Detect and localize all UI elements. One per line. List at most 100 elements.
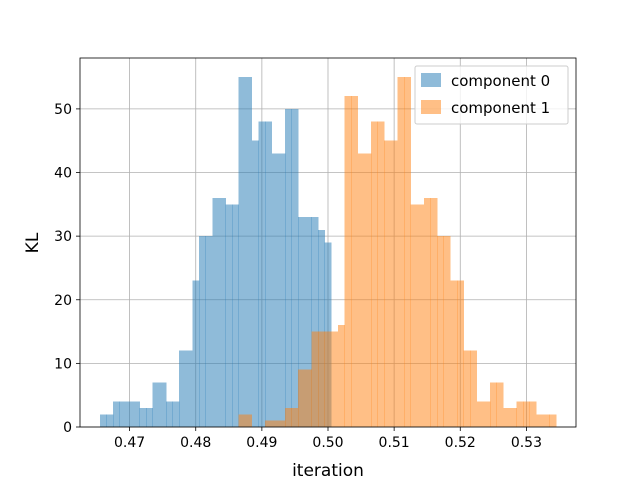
bar-component-1 <box>549 414 557 427</box>
bar-component-1 <box>397 77 405 427</box>
bar-component-1 <box>238 414 246 427</box>
bar-component-1 <box>476 401 484 427</box>
bar-component-1 <box>529 401 537 427</box>
bar-component-1 <box>364 153 372 427</box>
bar-component-1 <box>245 414 253 427</box>
legend-swatch-component-0 <box>421 73 441 87</box>
bar-component-0 <box>132 401 140 427</box>
bar-component-1 <box>483 401 491 427</box>
bar-component-0 <box>205 236 213 427</box>
x-tick-label: 0.48 <box>180 435 211 451</box>
bar-component-0 <box>298 217 306 427</box>
bar-component-0 <box>318 229 325 427</box>
x-tick-label: 0.49 <box>246 435 277 451</box>
y-tick-label: 30 <box>54 229 72 245</box>
bar-component-0 <box>311 217 319 427</box>
bar-component-1 <box>298 369 306 427</box>
bar-component-1 <box>410 204 418 427</box>
bar-component-0 <box>285 108 292 428</box>
bar-component-1 <box>337 325 345 427</box>
bar-component-0 <box>232 204 240 427</box>
bar-component-0 <box>165 401 173 427</box>
bar-component-1 <box>384 140 392 427</box>
bar-component-0 <box>152 382 160 427</box>
y-axis-ticks: 0 10 20 30 40 50 <box>54 102 80 436</box>
x-tick-label: 0.50 <box>312 435 343 451</box>
bar-component-1 <box>450 280 458 427</box>
bar-component-1 <box>463 350 471 427</box>
legend-label-component-0: component 0 <box>451 72 550 90</box>
bar-component-0 <box>278 153 286 427</box>
x-tick-label: 0.52 <box>445 435 476 451</box>
x-tick-label: 0.53 <box>511 435 542 451</box>
bar-component-0 <box>106 414 114 427</box>
legend-label-component-1: component 1 <box>451 99 550 117</box>
bar-component-0 <box>218 197 226 427</box>
bar-component-1 <box>523 401 531 427</box>
bar-component-0 <box>119 401 127 427</box>
bar-component-0 <box>113 401 120 427</box>
bar-component-0 <box>225 204 233 427</box>
bar-component-1 <box>423 197 431 427</box>
bar-component-0 <box>251 140 259 427</box>
bar-component-1 <box>536 414 544 427</box>
legend-swatch-component-1 <box>421 100 441 114</box>
y-tick-label: 50 <box>54 102 72 118</box>
bar-component-0 <box>146 407 154 427</box>
bar-component-0 <box>139 407 147 427</box>
y-tick-label: 10 <box>54 356 72 372</box>
bar-component-0 <box>271 153 279 427</box>
bar-component-1 <box>351 96 359 427</box>
bar-component-1 <box>443 236 451 427</box>
bar-component-0 <box>159 382 167 427</box>
bar-component-1 <box>344 96 352 427</box>
bar-component-1 <box>470 350 478 427</box>
bar-component-1 <box>542 414 550 427</box>
bar-component-0 <box>304 217 312 427</box>
x-tick-label: 0.51 <box>379 435 410 451</box>
bar-component-1 <box>331 331 339 427</box>
bar-component-0 <box>185 350 193 427</box>
bar-component-1 <box>437 236 445 427</box>
bar-component-1 <box>490 382 497 427</box>
bar-component-0 <box>126 401 134 427</box>
x-axis-ticks: 0.47 0.48 0.49 0.50 0.51 0.52 0.53 <box>114 427 542 451</box>
bar-component-0 <box>245 77 253 427</box>
bar-component-0 <box>238 77 246 427</box>
y-tick-label: 0 <box>63 420 72 436</box>
bar-component-1 <box>417 204 425 427</box>
bar-component-1 <box>496 382 504 427</box>
bar-component-1 <box>357 153 365 427</box>
bar-component-0 <box>199 236 206 427</box>
legend-box <box>414 65 569 125</box>
bar-component-1 <box>509 407 517 427</box>
bar-component-0 <box>265 121 273 427</box>
bar-component-1 <box>503 407 511 427</box>
bar-component-1 <box>324 331 332 427</box>
bar-component-1 <box>304 369 312 427</box>
bar-component-0 <box>172 401 180 427</box>
bar-component-0 <box>192 280 200 427</box>
bar-component-1 <box>456 280 464 427</box>
y-tick-label: 40 <box>54 166 72 182</box>
bar-component-1 <box>285 407 292 427</box>
x-axis-label: iteration <box>292 461 364 480</box>
bar-component-1 <box>271 420 279 427</box>
bar-component-1 <box>377 121 385 427</box>
bar-component-0 <box>212 197 220 427</box>
bar-component-1 <box>430 197 438 427</box>
bar-component-1 <box>311 331 319 427</box>
x-tick-label: 0.47 <box>114 435 145 451</box>
bar-component-1 <box>404 77 411 427</box>
bar-component-1 <box>278 420 286 427</box>
legend: component 0 component 1 <box>414 65 569 125</box>
bar-component-0 <box>291 108 299 428</box>
bar-component-0 <box>258 121 266 427</box>
bar-component-1 <box>390 140 398 427</box>
bar-component-1 <box>291 407 299 427</box>
bar-component-1 <box>265 420 273 427</box>
bar-component-0 <box>179 350 187 427</box>
bar-component-0 <box>99 414 107 427</box>
bar-component-1 <box>318 331 325 427</box>
